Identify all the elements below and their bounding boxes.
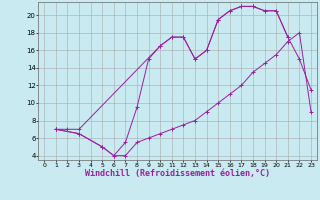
X-axis label: Windchill (Refroidissement éolien,°C): Windchill (Refroidissement éolien,°C) — [85, 169, 270, 178]
